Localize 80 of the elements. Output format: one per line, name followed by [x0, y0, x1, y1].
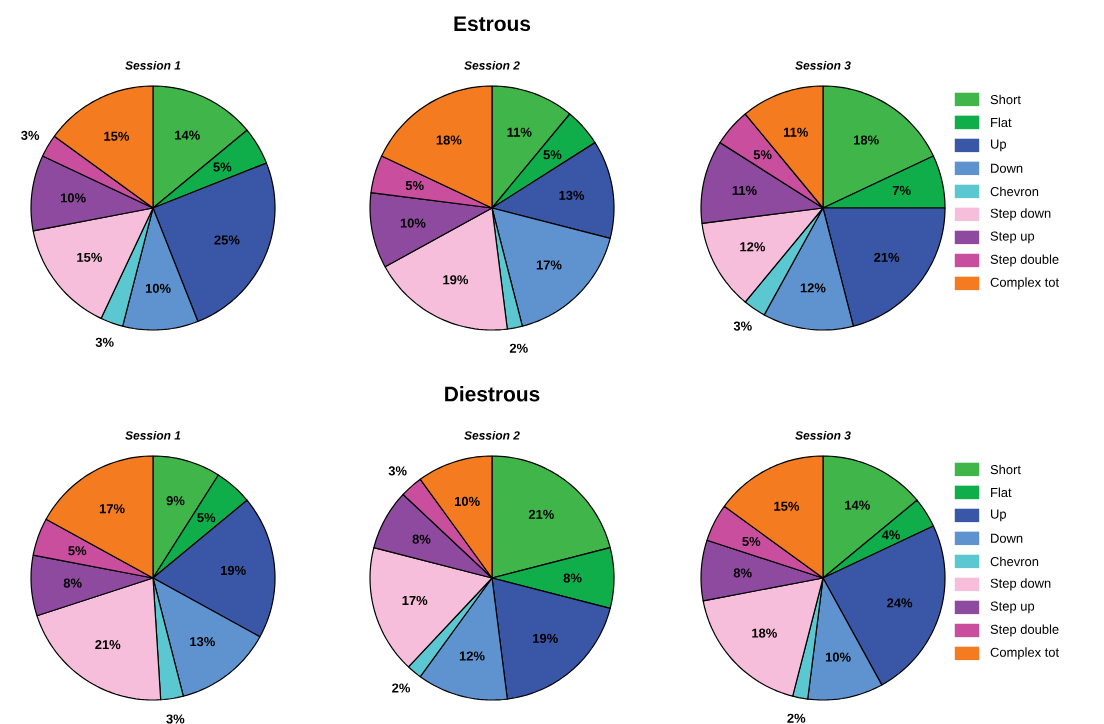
data-label: 17%	[402, 595, 428, 606]
data-label: 10%	[145, 283, 171, 293]
data-label: 8%	[563, 573, 582, 583]
data-label: 10%	[825, 652, 851, 662]
data-label: 4%	[881, 530, 901, 540]
data-label: 17%	[99, 504, 125, 514]
data-label: 3%	[166, 714, 185, 724]
data-label: 19%	[221, 565, 246, 576]
text: Diestrous	[445, 386, 540, 402]
data-label: 3%	[21, 130, 40, 140]
chart-title: Session 1	[125, 60, 181, 70]
data-label: 15%	[104, 131, 130, 141]
legend-label: Step up	[990, 231, 1035, 244]
data-label: 8%	[412, 534, 431, 544]
chart-title: Session 2	[464, 60, 520, 70]
legend-label: Flat	[991, 487, 1012, 498]
data-label: 3%	[95, 337, 114, 347]
chart-title: Session 3	[795, 60, 851, 70]
legend-label: Up	[991, 139, 1007, 152]
data-label: 10%	[454, 496, 480, 506]
legend-label: Chevron	[990, 556, 1039, 567]
data-label: 19%	[533, 633, 558, 643]
data-label: 15%	[774, 501, 800, 511]
data-label: 7%	[892, 185, 911, 195]
data-label: 24%	[887, 598, 913, 608]
legend-label: Complex tot	[990, 277, 1059, 290]
data-label: 12%	[800, 283, 826, 293]
data-label: 2%	[509, 343, 528, 353]
data-label: 5%	[405, 180, 424, 191]
data-label: 5%	[197, 513, 216, 523]
legend-label: Flat	[991, 117, 1012, 128]
data-label: 9%	[166, 496, 185, 506]
data-label: 3%	[388, 466, 407, 476]
chart-title: Session 3	[795, 430, 851, 440]
data-label: 10%	[60, 193, 86, 203]
data-label: 18%	[752, 628, 777, 638]
data-label: 5%	[753, 150, 772, 160]
chart-title: Session 2	[464, 430, 520, 440]
data-label: 18%	[854, 135, 879, 145]
legend-label: Step double	[990, 254, 1059, 267]
data-label: 12%	[459, 651, 485, 661]
legend-label: Short	[990, 94, 1021, 105]
data-label: 21%	[95, 640, 121, 650]
legend-label: Step down	[990, 578, 1051, 591]
data-label: 5%	[68, 546, 87, 556]
legend-label: Complex tot	[990, 647, 1059, 660]
legend-label: Up	[991, 509, 1007, 522]
data-label: 2%	[787, 713, 806, 723]
legend-label: Step down	[990, 208, 1051, 221]
legend-label: Step double	[990, 624, 1059, 637]
data-label: 14%	[175, 130, 200, 140]
data-label: 12%	[740, 242, 766, 252]
data-label: 5%	[543, 150, 562, 160]
data-label: 15%	[77, 252, 102, 262]
data-label: 11%	[783, 127, 808, 137]
legend-label: Down	[991, 163, 1023, 173]
data-label: 3%	[733, 321, 752, 331]
data-label: 14%	[845, 500, 870, 510]
data-label: 17%	[536, 260, 562, 270]
data-label: 21%	[874, 252, 900, 262]
data-label: 2%	[392, 683, 411, 693]
data-label: 10%	[400, 218, 426, 228]
data-label: 13%	[190, 637, 215, 647]
legend-label: Down	[991, 533, 1023, 543]
data-label: 8%	[733, 568, 752, 578]
text: Estrous	[454, 16, 531, 32]
data-label: 5%	[742, 536, 761, 547]
data-label: 18%	[436, 135, 462, 145]
data-label: 5%	[213, 162, 232, 172]
data-label: 11%	[732, 185, 757, 195]
data-label: 8%	[63, 578, 82, 588]
data-label: 13%	[559, 190, 585, 200]
chart-title: Session 1	[125, 430, 181, 440]
legend-label: Short	[990, 464, 1021, 475]
data-label: 19%	[443, 275, 469, 285]
data-label: 21%	[528, 509, 554, 519]
data-label: 25%	[214, 235, 240, 245]
legend-label: Chevron	[990, 186, 1039, 197]
legend-label: Step up	[990, 601, 1035, 614]
data-label: 11%	[507, 127, 532, 137]
